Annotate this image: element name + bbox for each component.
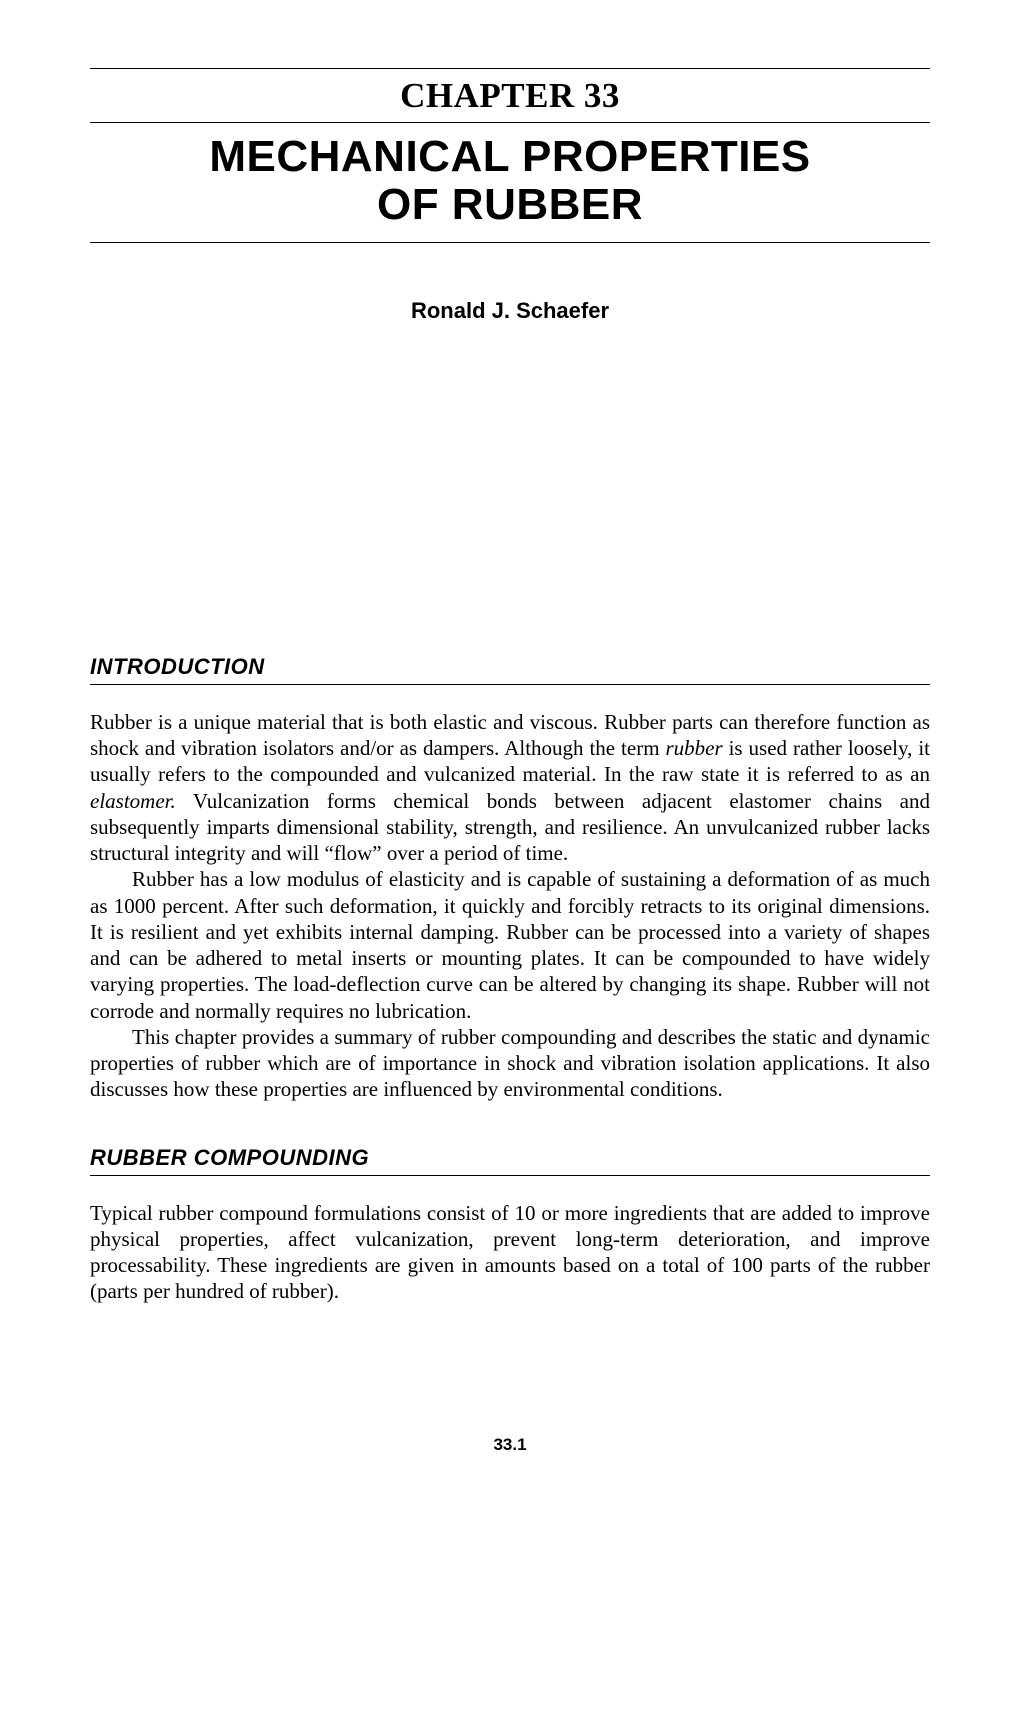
- text: Vulcanization forms chemical bonds betwe…: [90, 789, 930, 866]
- page: CHAPTER 33 MECHANICAL PROPERTIES OF RUBB…: [0, 0, 1020, 1495]
- paragraph: This chapter provides a summary of rubbe…: [90, 1024, 930, 1103]
- page-number: 33.1: [90, 1435, 930, 1455]
- section-body-rubber-compounding: Typical rubber compound formulations con…: [90, 1200, 930, 1305]
- rule: [90, 242, 930, 243]
- chapter-title-line1: MECHANICAL PROPERTIES: [209, 132, 810, 181]
- section-heading-rubber-compounding: RUBBER COMPOUNDING: [90, 1145, 930, 1176]
- paragraph: Rubber has a low modulus of elasticity a…: [90, 866, 930, 1024]
- chapter-title: MECHANICAL PROPERTIES OF RUBBER: [90, 129, 930, 236]
- rule: [90, 122, 930, 123]
- section-body-introduction: Rubber is a unique material that is both…: [90, 709, 930, 1103]
- italic-text: elastomer.: [90, 789, 176, 813]
- rule: [90, 68, 930, 69]
- section-heading-introduction: INTRODUCTION: [90, 654, 930, 685]
- paragraph: Rubber is a unique material that is both…: [90, 709, 930, 867]
- chapter-header: CHAPTER 33 MECHANICAL PROPERTIES OF RUBB…: [90, 68, 930, 243]
- paragraph: Typical rubber compound formulations con…: [90, 1200, 930, 1305]
- italic-text: rubber: [665, 736, 722, 760]
- author-name: Ronald J. Schaefer: [90, 298, 930, 324]
- chapter-title-line2: OF RUBBER: [377, 180, 643, 229]
- chapter-number: CHAPTER 33: [90, 74, 930, 118]
